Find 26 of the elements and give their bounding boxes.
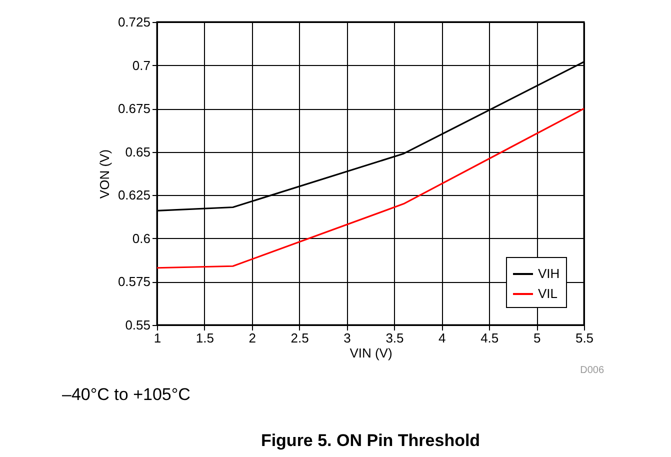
y-tick-label: 0.65 [125, 144, 150, 160]
x-tick-label: 1 [154, 330, 162, 346]
x-tick-label: 1.5 [196, 330, 214, 346]
legend-label: VIH [538, 266, 560, 281]
y-tick-label: 0.675 [118, 101, 150, 116]
line-series [156, 108, 585, 269]
text: Figure 5. ON Pin Threshold [260, 431, 480, 450]
y-tick-label: 0.6 [132, 230, 150, 246]
x-tick-label: 3.5 [386, 330, 404, 346]
text: –40°C to +105°C [62, 385, 190, 404]
text: D006 [580, 365, 604, 376]
y-axis-title: VON (V) [96, 149, 112, 199]
x-tick-label: 2.5 [290, 330, 309, 346]
legend-label: VIL [538, 286, 558, 301]
y-tick-label: 0.55 [125, 318, 150, 332]
x-axis-title: VIN (V) [350, 346, 392, 360]
y-tick-label: 0.725 [118, 14, 150, 30]
x-tick-label: 4 [438, 330, 446, 346]
x-tick-label: 3 [344, 330, 351, 346]
x-tick-label: 5 [533, 330, 541, 346]
x-tick-label: 5.5 [575, 330, 594, 346]
y-tick-label: 0.575 [118, 274, 150, 290]
y-tick-label: 0.625 [118, 188, 150, 203]
y-tick-label: 0.7 [132, 58, 150, 73]
x-tick-label: 2 [248, 330, 256, 346]
x-tick-label: 4.5 [480, 330, 499, 346]
